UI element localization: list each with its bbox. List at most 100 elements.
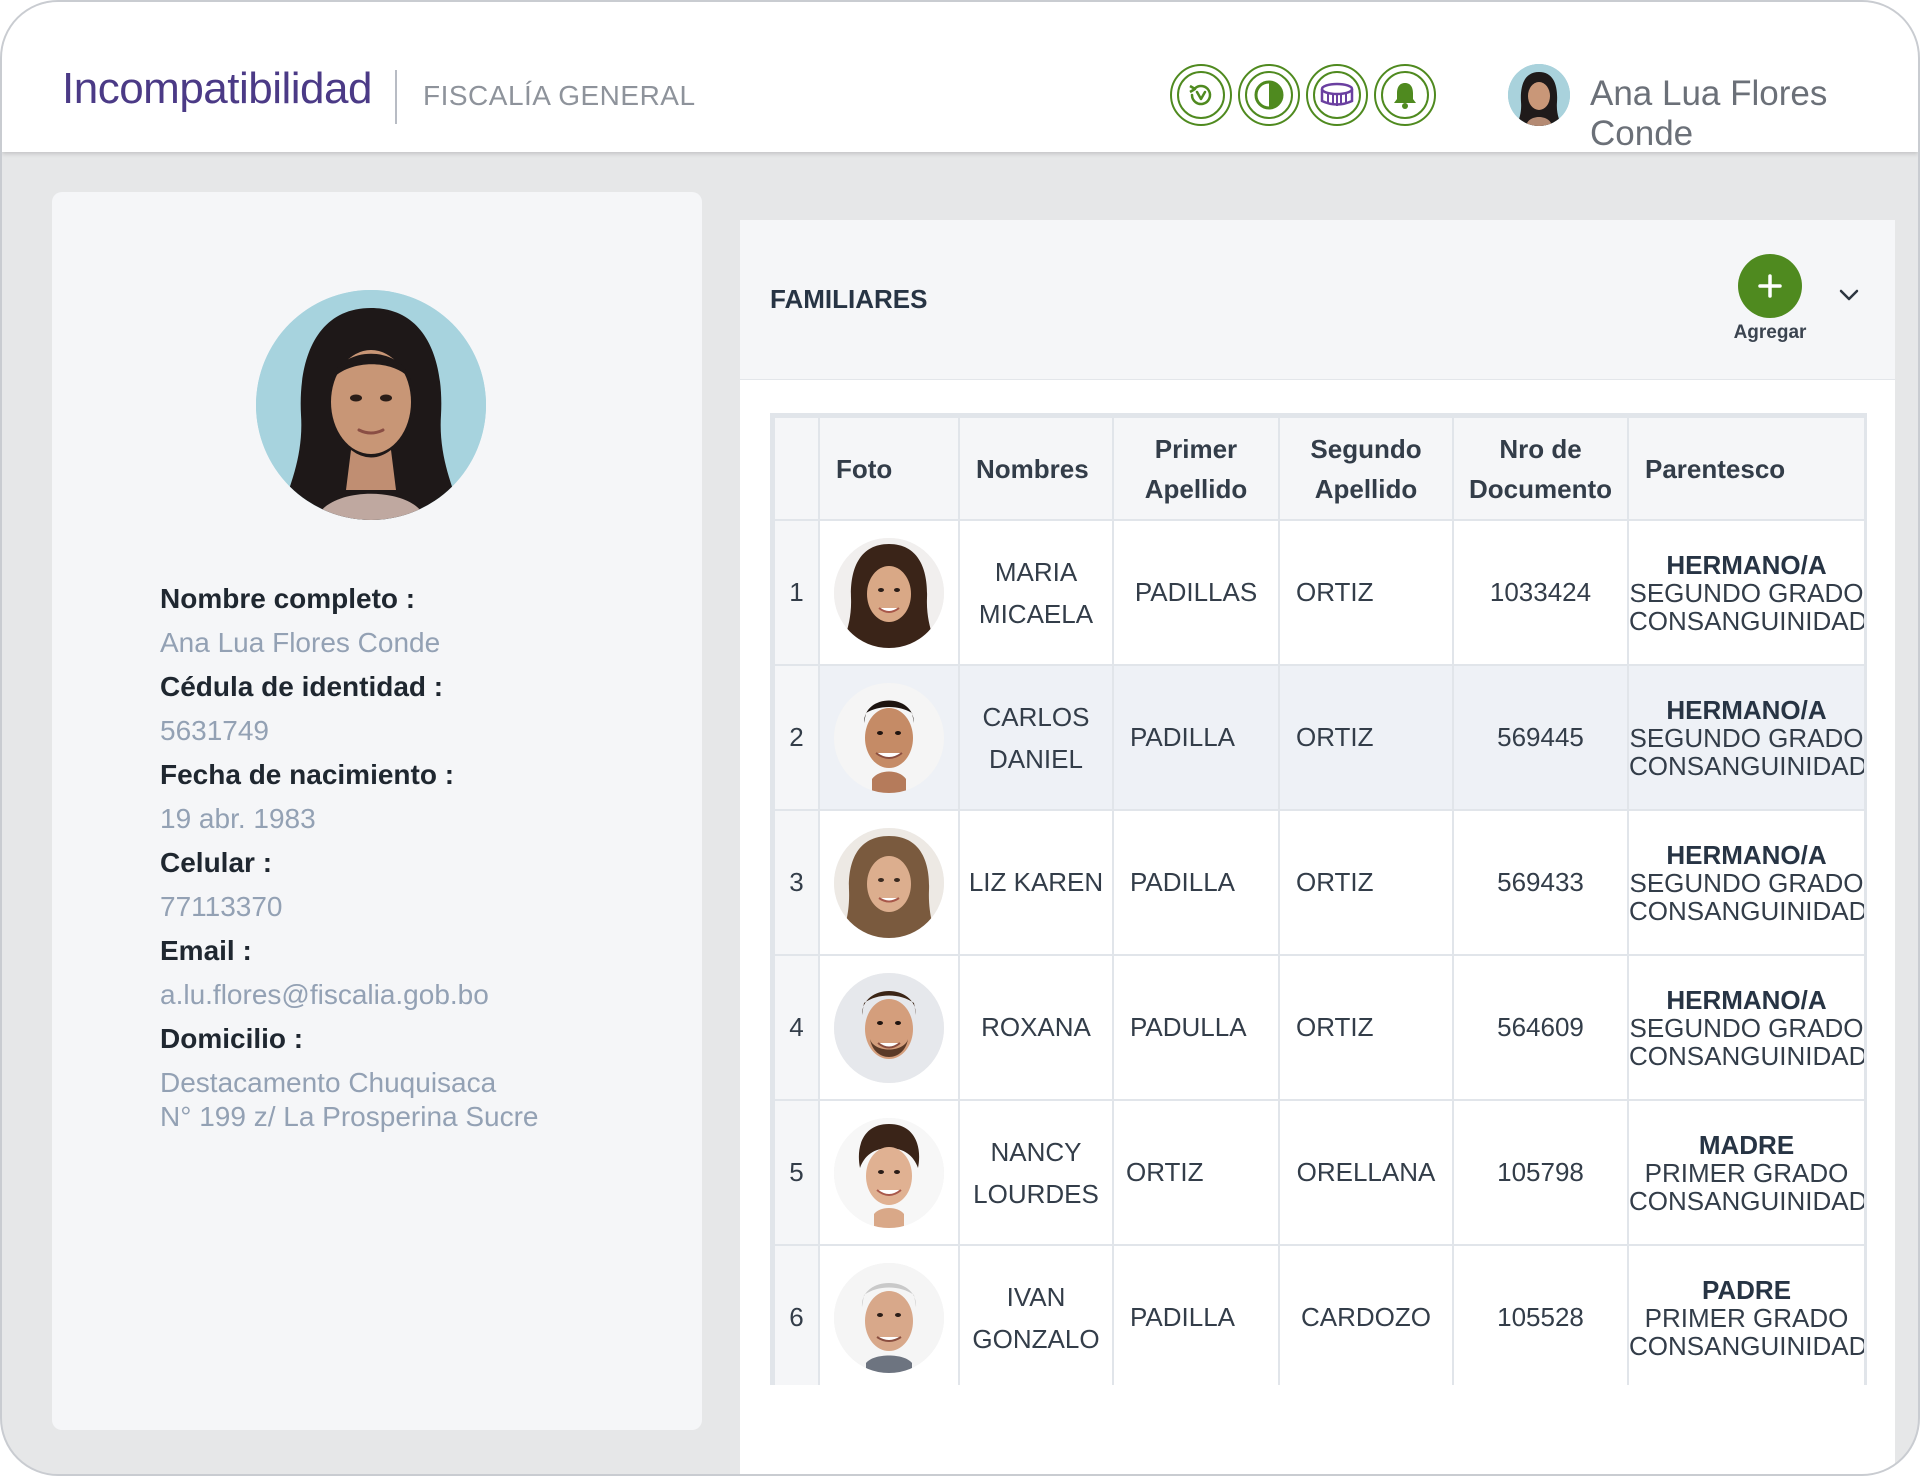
user-avatar[interactable]: [1508, 64, 1570, 126]
header-line: Documento: [1469, 473, 1612, 504]
header-line: Segundo: [1310, 433, 1422, 464]
user-name[interactable]: Ana Lua Flores Conde: [1590, 74, 1828, 153]
row-primer-apellido: PADILLA: [1112, 809, 1280, 956]
parentesco-degree: PRIMER GRADO: [1644, 1157, 1849, 1188]
row-index: 2: [773, 664, 820, 811]
top-header: Incompatibilidad FISCALÍA GENERAL: [2, 2, 1918, 153]
row-parentesco: PADRE PRIMER GRADO CONSANGUINIDAD: [1627, 1244, 1867, 1385]
row-primer-apellido: PADILLA: [1112, 1244, 1280, 1385]
row-index: 5: [773, 1099, 820, 1246]
row-nombres: LIZ KAREN: [958, 809, 1114, 956]
col-parentesco-header: Parentesco: [1627, 416, 1864, 521]
name-line: IVAN: [1006, 1281, 1066, 1312]
parentesco-type: HERMANO/A: [1666, 984, 1827, 1015]
address-line-2: N° 199 z/ La Prosperina Sucre: [160, 1101, 539, 1132]
name-line: CARLOS: [982, 701, 1090, 732]
row-segundo-apellido: ORTIZ: [1278, 664, 1454, 811]
relative-avatar: [834, 1117, 944, 1228]
parentesco-kind: CONSANGUINIDAD: [1629, 895, 1867, 926]
add-family-label[interactable]: Agregar: [1733, 322, 1807, 343]
header-toolbar: [1170, 64, 1436, 126]
row-primer-apellido: PADILLAS: [1112, 519, 1280, 666]
email-value: a.lu.flores@fiscalia.gob.bo: [160, 979, 489, 1010]
full-name-label: Nombre completo :: [160, 583, 416, 614]
row-parentesco: HERMANO/A SEGUNDO GRADO CONSANGUINIDAD: [1627, 809, 1867, 956]
name-line: DANIEL: [989, 743, 1083, 774]
row-documento: 569433: [1452, 809, 1629, 956]
row-parentesco: HERMANO/A SEGUNDO GRADO CONSANGUINIDAD: [1627, 954, 1867, 1101]
parentesco-kind: CONSANGUINIDAD: [1629, 1040, 1867, 1071]
contrast-button[interactable]: [1238, 64, 1300, 126]
name-line: NANCY: [990, 1136, 1082, 1167]
row-parentesco: HERMANO/A SEGUNDO GRADO CONSANGUINIDAD: [1627, 519, 1864, 666]
phone-value: 77113370: [160, 891, 283, 922]
parentesco-degree: SEGUNDO GRADO: [1629, 867, 1864, 898]
id-card-label: Cédula de identidad :: [160, 671, 444, 702]
history-icon: [1177, 71, 1225, 119]
row-segundo-apellido: ORELLANA: [1278, 1099, 1454, 1246]
col-index-header: [773, 416, 820, 521]
relative-avatar: [834, 827, 944, 938]
table-header-row: Foto Nombres Primer Apellido Segundo Ape…: [773, 416, 1864, 521]
row-index: 1: [773, 519, 820, 666]
table-row[interactable]: 1: [773, 519, 1864, 666]
row-nombres: CARLOS DANIEL: [958, 664, 1114, 811]
full-name-value: Ana Lua Flores Conde: [160, 627, 441, 658]
parentesco-kind: CONSANGUINIDAD: [1629, 750, 1867, 781]
col-segundo-apellido-header: Segundo Apellido: [1278, 416, 1454, 521]
header-line: Apellido: [1314, 473, 1418, 504]
profile-details: Nombre completo : Ana Lua Flores Conde C…: [160, 577, 539, 1134]
table-row[interactable]: 5: [773, 1099, 1864, 1246]
col-primer-apellido-header: Primer Apellido: [1112, 416, 1280, 521]
row-documento: 569445: [1452, 664, 1629, 811]
table-row[interactable]: 4: [773, 954, 1867, 1101]
title-divider: [395, 70, 397, 124]
parentesco-degree: PRIMER GRADO: [1644, 1302, 1849, 1333]
row-nombres: ROXANA: [958, 954, 1114, 1101]
row-nombres: MARIA MICAELA: [958, 519, 1114, 666]
row-nombres: NANCY LOURDES: [958, 1099, 1114, 1246]
address-line-1: Destacamento Chuquisaca: [160, 1067, 497, 1098]
row-documento: 564609: [1452, 954, 1629, 1101]
parentesco-kind: CONSANGUINIDAD: [1629, 1330, 1867, 1361]
relative-avatar: [834, 1262, 944, 1373]
notifications-button[interactable]: [1374, 64, 1436, 126]
col-foto-header: Foto: [818, 416, 960, 521]
table-row[interactable]: 6: [773, 1244, 1867, 1385]
col-documento-header: Nro de Documento: [1452, 416, 1629, 521]
parentesco-type: MADRE: [1698, 1129, 1795, 1160]
chevron-down-icon[interactable]: [1834, 280, 1864, 310]
row-documento: 1033424: [1452, 519, 1629, 666]
profile-card: Nombre completo : Ana Lua Flores Conde C…: [52, 192, 702, 1430]
app-title: Incompatibilidad: [62, 64, 372, 113]
phone-label: Celular :: [160, 847, 273, 878]
profile-photo: [256, 290, 486, 520]
row-photo-cell: [818, 664, 960, 811]
header-line: Nro de: [1499, 433, 1582, 464]
row-parentesco: MADRE PRIMER GRADO CONSANGUINIDAD: [1627, 1099, 1864, 1246]
birth-date-label: Fecha de nacimiento :: [160, 759, 455, 790]
stadium-button[interactable]: [1306, 64, 1368, 126]
table-row[interactable]: 2: [773, 664, 1867, 811]
parentesco-type: HERMANO/A: [1666, 839, 1827, 870]
id-card-value: 5631749: [160, 715, 270, 746]
name-line: LOURDES: [973, 1178, 1099, 1209]
parentesco-type: HERMANO/A: [1666, 694, 1827, 725]
row-photo-cell: [818, 1099, 960, 1246]
row-segundo-apellido: ORTIZ: [1278, 809, 1454, 956]
familiares-panel: FAMILIARES Agregar: [740, 220, 1895, 1474]
col-nombres-header: Nombres: [958, 416, 1114, 521]
relative-avatar: [834, 682, 944, 793]
bell-icon: [1381, 71, 1429, 119]
plus-icon: [1758, 274, 1782, 298]
add-family-button[interactable]: [1738, 254, 1802, 318]
row-photo-cell: [818, 519, 960, 666]
contrast-icon: [1245, 71, 1293, 119]
parentesco-degree: SEGUNDO GRADO: [1629, 1012, 1864, 1043]
name-line: GONZALO: [972, 1323, 1100, 1354]
history-button[interactable]: [1170, 64, 1232, 126]
table-row[interactable]: 3: [773, 809, 1867, 956]
row-photo-cell: [818, 809, 960, 956]
row-segundo-apellido: ORTIZ: [1278, 954, 1454, 1101]
